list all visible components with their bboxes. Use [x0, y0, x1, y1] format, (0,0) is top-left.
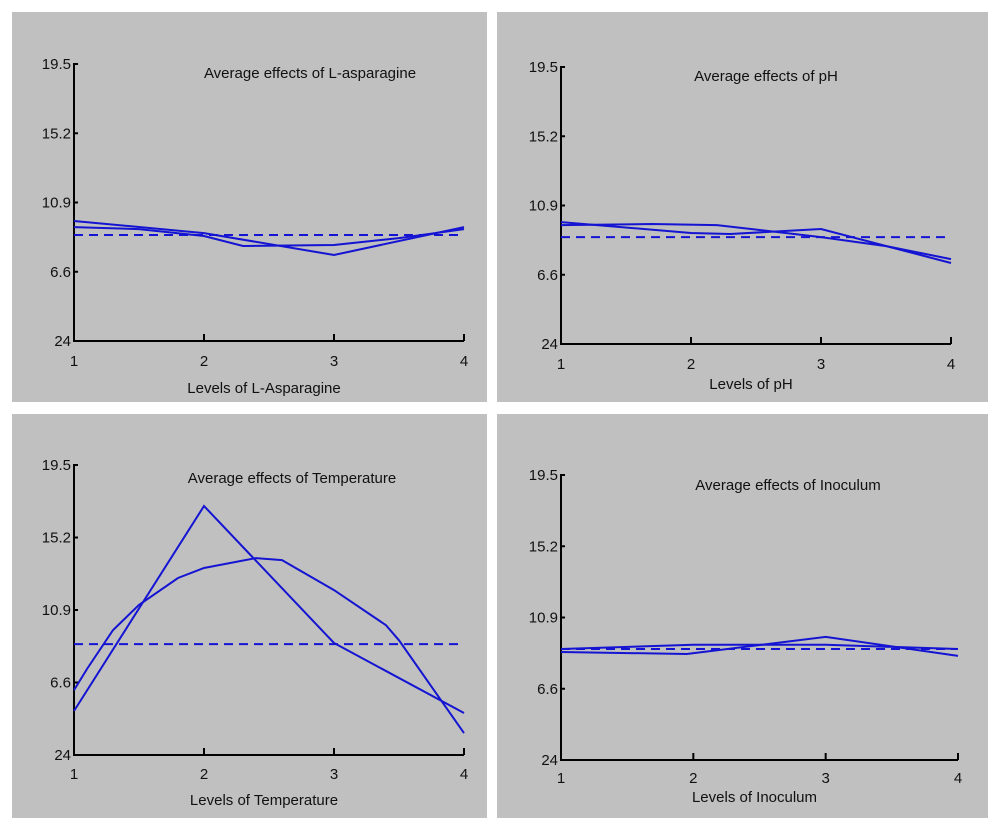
- x-tick-label: 2: [687, 356, 695, 373]
- y-tick-label: 19.5: [42, 457, 71, 474]
- chart-title: Average effects of pH: [694, 68, 838, 85]
- y-tick-label: 15.2: [42, 530, 71, 547]
- y-tick-label: 19.5: [42, 56, 71, 73]
- x-tick-label: 3: [330, 353, 338, 370]
- x-tick-label: 3: [821, 770, 829, 787]
- series-smoothed: [560, 222, 952, 261]
- y-tick-label: 24: [541, 752, 558, 769]
- x-tick-label: 1: [557, 356, 565, 373]
- chart-panel-1: 24 6.6 10.9 15.2 19.5 1 2 3 4 Average effects of …: [12, 12, 487, 402]
- x-tick-label: 4: [954, 770, 962, 787]
- series-smoothed: [560, 643, 959, 650]
- panel-background: [12, 12, 487, 402]
- x-tick-label: 2: [689, 770, 697, 787]
- y-tick-label: 24: [54, 333, 71, 350]
- x-tick-label: 1: [70, 766, 78, 783]
- x-tick-label: 4: [947, 356, 955, 373]
- panel-background: [497, 414, 988, 818]
- y-tick-label: 6.6: [537, 681, 558, 698]
- series-smoothed: [73, 557, 465, 734]
- y-tick-label: 6.6: [50, 264, 71, 281]
- x-axis-label: Levels of Temperature: [190, 792, 338, 809]
- y-tick-label: 15.2: [529, 538, 558, 555]
- y-tick-label: 24: [541, 336, 558, 353]
- x-tick-label: 4: [460, 353, 468, 370]
- chart-title: Average effects of L-asparagine: [204, 65, 416, 82]
- x-tick-label: 2: [200, 353, 208, 370]
- chart-panel-2: 24 6.6 10.9 15.2 19.5 1 2 3 4 Average effects of …: [497, 12, 988, 402]
- chart-title: Average effects of Temperature: [188, 470, 396, 487]
- series-smoothed: [73, 226, 465, 248]
- y-tick-label: 6.6: [50, 675, 71, 692]
- y-tick-label: 10.9: [529, 610, 558, 627]
- x-axis-label: Levels of pH: [709, 376, 792, 393]
- x-tick-label: 3: [330, 766, 338, 783]
- panel-background: [497, 12, 988, 402]
- y-tick-label: 15.2: [42, 125, 71, 142]
- y-tick-label: 10.9: [42, 195, 71, 212]
- series-main-effect: [73, 220, 465, 257]
- x-tick-label: 1: [557, 770, 565, 787]
- panel-background: [12, 414, 487, 818]
- x-tick-label: 3: [817, 356, 825, 373]
- y-tick-label: 15.2: [529, 128, 558, 145]
- y-tick-label: 24: [54, 747, 71, 764]
- x-tick-label: 1: [70, 353, 78, 370]
- y-tick-label: 19.5: [529, 59, 558, 76]
- y-tick-label: 10.9: [529, 198, 558, 215]
- y-tick-label: 19.5: [529, 467, 558, 484]
- y-tick-label: 10.9: [42, 602, 71, 619]
- chart-panel-4: 24 6.6 10.9 15.2 19.5 1 2 3 4 Average effects of …: [497, 414, 988, 818]
- x-tick-label: 2: [200, 766, 208, 783]
- y-tick-label: 6.6: [537, 267, 558, 284]
- series-main-effect: [73, 504, 465, 714]
- x-tick-label: 4: [460, 766, 468, 783]
- chart-panel-3: 24 6.6 10.9 15.2 19.5 1 2 3 4 Average effects of …: [12, 414, 487, 818]
- series-main-effect: [560, 221, 952, 264]
- x-axis-label: Levels of Inoculum: [692, 789, 817, 806]
- chart-title: Average effects of Inoculum: [695, 477, 880, 494]
- x-axis-label: Levels of L-Asparagine: [187, 380, 340, 397]
